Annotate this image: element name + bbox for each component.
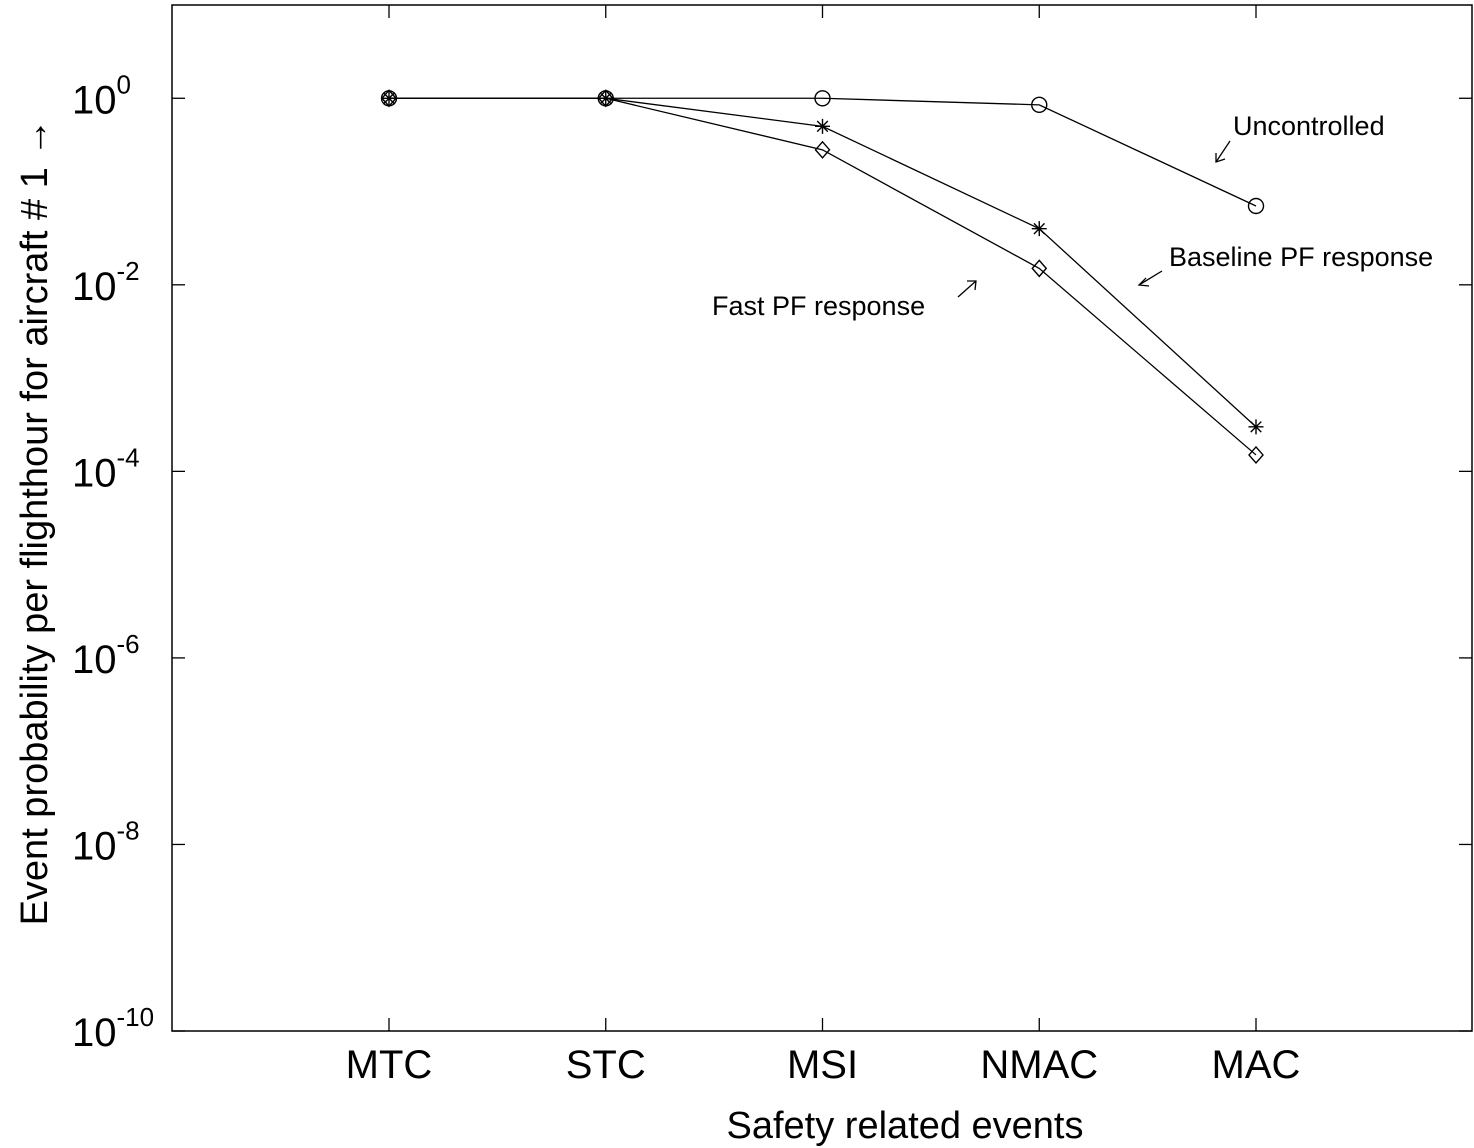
- point-fast-pf-response-stc: [597, 89, 614, 108]
- x-tick-label-stc: STC: [566, 1043, 646, 1087]
- point-baseline-pf-response-msi: [815, 118, 830, 134]
- y-axis-label: Event probability per flighthour for air…: [14, 119, 56, 926]
- plot-area: [171, 4, 1473, 1032]
- x-tick-label-nmac: NMAC: [980, 1043, 1098, 1087]
- point-uncontrolled-msi: [814, 90, 831, 107]
- annotation-fast-arrowhead: [967, 280, 977, 291]
- x-tick-label-msi: MSI: [787, 1043, 858, 1087]
- annotation-fast-arrow: [957, 280, 977, 298]
- point-fast-pf-response-msi: [814, 140, 831, 159]
- y-tick-label-2: 10-4: [72, 442, 140, 495]
- annotations: Uncontrolled Baseline PF response Fast P…: [712, 111, 1433, 321]
- x-axis-label: Safety related events: [727, 1105, 1084, 1147]
- point-fast-pf-response-mtc: [381, 89, 397, 108]
- y-axis: 100 10-2 10-4 10-6 10-8 10-10: [72, 69, 1472, 1055]
- x-tick-label-mac: MAC: [1212, 1043, 1301, 1087]
- series-line-fast-pf-response: [389, 97, 1257, 456]
- point-baseline-pf-response-nmac: [1031, 221, 1047, 237]
- point-fast-pf-response-mac: [1248, 445, 1264, 465]
- annotation-uncontrolled-arrow: [1215, 140, 1231, 163]
- annotation-uncontrolled-arrowhead: [1215, 153, 1226, 163]
- annotation-baseline-arrowhead: [1137, 277, 1150, 287]
- y-tick-label-0: 100: [72, 69, 131, 122]
- annotation-baseline-arrow: [1138, 270, 1163, 286]
- y-tick-label-1: 10-2: [72, 256, 140, 309]
- point-baseline-pf-response-mac: [1248, 419, 1264, 435]
- y-tick-label-3: 10-6: [72, 629, 140, 682]
- point-fast-pf-response-nmac: [1031, 259, 1048, 278]
- annotation-fast: Fast PF response: [712, 291, 925, 321]
- x-axis: MTC STC MSI NMAC MAC: [346, 5, 1301, 1087]
- y-tick-label-4: 10-8: [72, 815, 140, 868]
- y-tick-label-5: 10-10: [72, 1002, 154, 1055]
- annotation-uncontrolled: Uncontrolled: [1233, 111, 1385, 141]
- point-uncontrolled-nmac: [1031, 96, 1048, 114]
- x-tick-label-mtc: MTC: [346, 1043, 433, 1087]
- point-uncontrolled-mac: [1247, 197, 1265, 215]
- annotation-baseline: Baseline PF response: [1169, 242, 1433, 272]
- series-group: [380, 89, 1265, 465]
